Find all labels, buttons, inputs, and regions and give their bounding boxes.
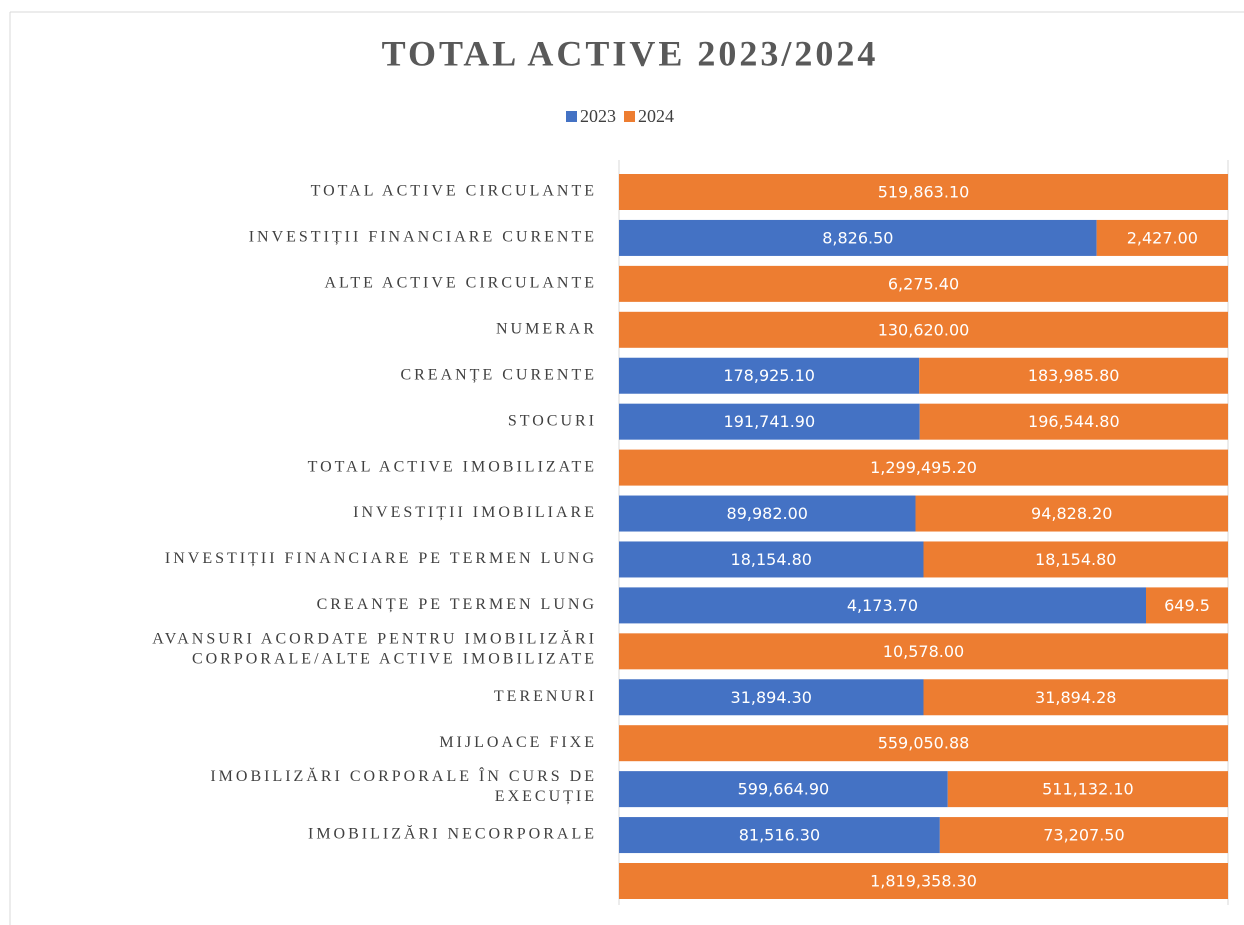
value-label: 1,819,358.30 <box>870 872 977 891</box>
bar-segment <box>619 265 1228 302</box>
bar-segment <box>619 725 1228 762</box>
bar-segment <box>619 219 1097 256</box>
value-label: 1,299,495.20 <box>870 458 977 477</box>
bar-segment <box>619 817 940 854</box>
y-tick-label: TOTAL ACTIVE IMOBILIZATE <box>308 458 597 475</box>
value-label: 89,982.00 <box>727 504 808 523</box>
bar-segment <box>619 495 916 532</box>
value-label: 4,173.70 <box>847 596 918 615</box>
y-tick-label: INVESTIȚII IMOBILIARE <box>353 504 597 521</box>
bar-segment <box>619 403 920 440</box>
legend-swatch <box>566 111 577 122</box>
bar-segment <box>619 863 1228 899</box>
value-label: 191,741.90 <box>724 412 816 431</box>
y-tick-label: TOTAL ACTIVE CIRCULANTE <box>311 183 597 200</box>
value-label: 18,154.80 <box>731 550 812 569</box>
bar-segment <box>619 174 1228 210</box>
bars: 0519,863.108,826.502,427.0006,275.400130… <box>619 174 1228 899</box>
value-label: 81,516.30 <box>739 826 820 845</box>
bar-segment <box>619 587 1146 624</box>
value-label: 18,154.80 <box>1035 550 1116 569</box>
value-label: 511,132.10 <box>1042 780 1134 799</box>
legend-label: 2024 <box>638 106 674 126</box>
value-label: 178,925.10 <box>723 366 815 385</box>
value-label: 6,275.40 <box>888 274 959 293</box>
bar-segment <box>619 633 1228 670</box>
value-label: 130,620.00 <box>878 320 970 339</box>
value-label: 599,664.90 <box>738 780 830 799</box>
legend-swatch <box>624 111 635 122</box>
bar-segment <box>619 771 948 808</box>
y-tick-label: INVESTIȚII FINANCIARE PE TERMEN LUNG <box>165 550 597 567</box>
bar-segment <box>923 679 1228 716</box>
bar-segment <box>947 771 1228 808</box>
bar-segment <box>1145 587 1228 624</box>
legend-label: 2023 <box>580 106 616 126</box>
y-tick-label: ALTE ACTIVE CIRCULANTE <box>324 275 597 292</box>
y-tick-label: CREANȚE CURENTE <box>400 366 597 383</box>
value-label: 31,894.30 <box>731 688 812 707</box>
bar-segment <box>919 357 1228 394</box>
bar-segment <box>923 541 1228 578</box>
value-label: 196,544.80 <box>1028 412 1120 431</box>
y-tick-label: AVANSURI ACORDATE PENTRU IMOBILIZĂRI CORP… <box>152 628 597 667</box>
value-label: 183,985.80 <box>1028 366 1120 385</box>
value-label: 31,894.28 <box>1035 688 1116 707</box>
value-label: 559,050.88 <box>878 734 970 753</box>
y-tick-label: NUMERAR <box>496 320 597 337</box>
bar-segment <box>619 449 1228 486</box>
y-tick-label: STOCURI <box>508 412 597 429</box>
bar-segment <box>1096 219 1228 256</box>
bar-segment <box>619 311 1228 348</box>
value-label: 649.5 <box>1164 596 1210 615</box>
value-label: 10,578.00 <box>883 642 964 661</box>
bar-segment <box>619 541 924 578</box>
y-tick-label: IMOBILIZĂRI CORPORALE ÎN CURS DE EXECUȚIE <box>210 766 597 805</box>
value-label: 2,427.00 <box>1127 228 1198 247</box>
y-tick-label: INVESTIȚII FINANCIARE CURENTE <box>249 229 597 246</box>
y-tick-label: TERENURI <box>494 688 597 705</box>
value-label: 519,863.10 <box>878 183 970 202</box>
bar-segment <box>939 817 1228 854</box>
value-label: 94,828.20 <box>1031 504 1112 523</box>
y-tick-label: CREANȚE PE TERMEN LUNG <box>317 596 597 613</box>
bar-segment <box>619 679 924 716</box>
value-label: 8,826.50 <box>822 228 893 247</box>
bar-segment <box>619 357 920 394</box>
bar-segment <box>915 495 1228 532</box>
y-tick-label: MIJLOACE FIXE <box>439 734 597 751</box>
value-label: 73,207.50 <box>1043 826 1124 845</box>
chart-title: TOTAL ACTIVE 2023/2024 <box>382 33 879 73</box>
y-tick-label: IMOBILIZĂRI NECORPORALE <box>308 824 597 843</box>
bar-segment <box>919 403 1228 440</box>
